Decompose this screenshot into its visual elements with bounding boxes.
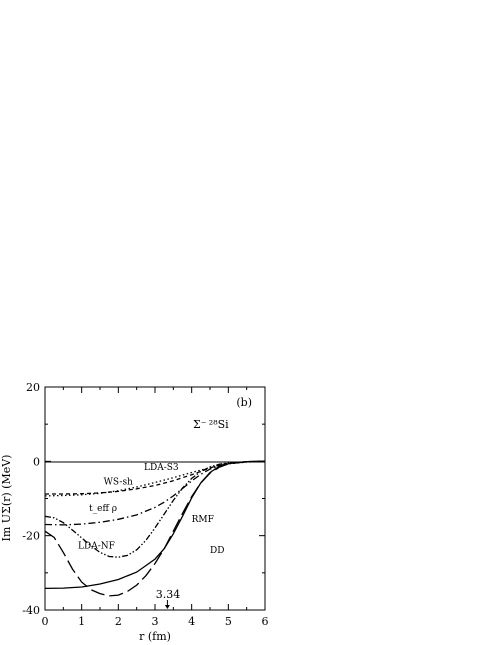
x-tick-label: 4 bbox=[188, 615, 195, 628]
x-tick-label: 5 bbox=[225, 615, 232, 628]
x-axis-title: r (fm) bbox=[139, 630, 171, 643]
y-tick-label: -40 bbox=[22, 604, 40, 617]
series-line bbox=[44, 460, 266, 558]
series-line bbox=[44, 460, 266, 497]
y-tick-label: 20 bbox=[26, 381, 40, 394]
nucleus-label: Σ⁻ ²⁸Si bbox=[193, 418, 229, 431]
series-line bbox=[45, 460, 266, 495]
x-tick-label: 1 bbox=[78, 615, 85, 628]
x-tick-label: 6 bbox=[262, 615, 269, 628]
series-label: LDA-NF bbox=[78, 542, 115, 552]
plot-frame bbox=[44, 386, 266, 611]
y-tick-label: 0 bbox=[33, 455, 40, 468]
series-label: DD bbox=[210, 546, 224, 556]
arrow-annotation: 3.34 bbox=[156, 588, 181, 609]
panel-label: (b) bbox=[236, 396, 252, 409]
x-tick-label: 3 bbox=[152, 615, 159, 628]
x-tick-label: 0 bbox=[42, 615, 49, 628]
series-label: t_eff ρ bbox=[89, 504, 117, 514]
arrow-label: 3.34 bbox=[156, 588, 181, 601]
series-label: WS-sh bbox=[104, 478, 133, 488]
series-line bbox=[44, 460, 266, 597]
y-axis-title: Im UΣ(r) (MeV) bbox=[0, 455, 13, 542]
series-label: LDA-S3 bbox=[144, 463, 179, 473]
y-tick-label: -20 bbox=[22, 530, 40, 543]
series-label: RMF bbox=[192, 515, 214, 525]
x-tick-label: 2 bbox=[115, 615, 122, 628]
